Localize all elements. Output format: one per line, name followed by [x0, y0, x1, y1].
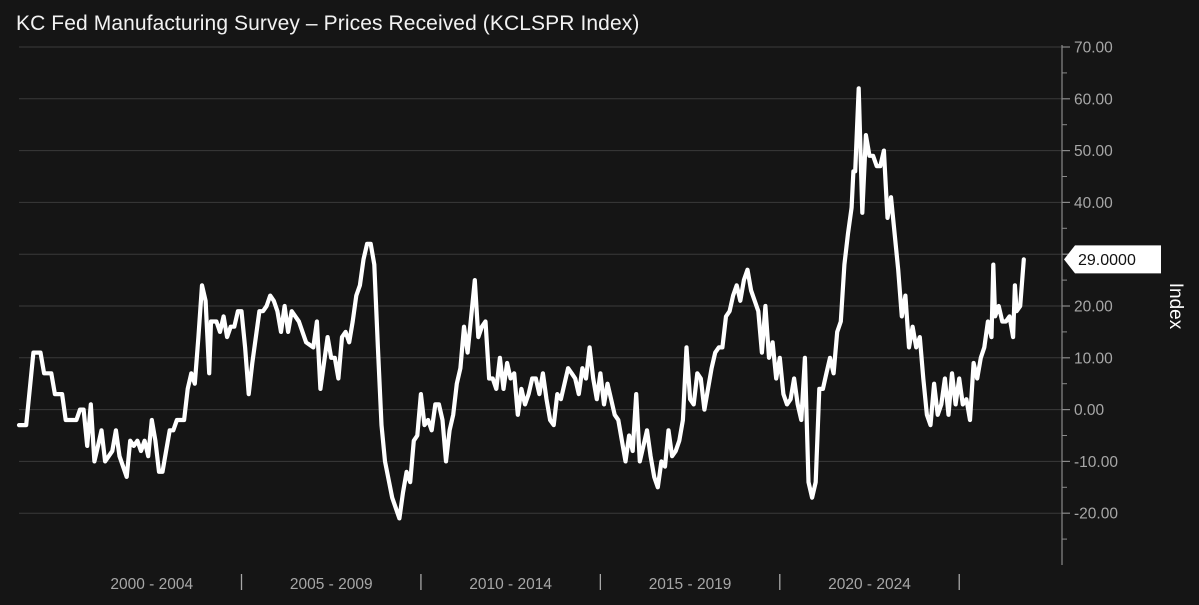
y-tick-label: 20.00: [1074, 299, 1113, 316]
x-tick-label: 2000 - 2004: [110, 576, 193, 593]
axes: [1061, 45, 1070, 565]
y-tick-label: 40.00: [1074, 195, 1113, 212]
y-tick-label: 70.00: [1074, 40, 1113, 57]
y-tick-labels: -20.00-10.000.0010.0020.0030.0040.0050.0…: [1074, 40, 1118, 523]
x-tick-label: 2010 - 2014: [469, 576, 552, 593]
y-tick-label: 50.00: [1074, 143, 1113, 160]
y-tick-label: 10.00: [1074, 350, 1113, 367]
last-value-badge: [1064, 245, 1161, 274]
x-tick-label: 2020 - 2024: [828, 576, 911, 593]
last-value-text: 29.0000: [1078, 252, 1136, 269]
last-value-label: 29.0000: [1064, 245, 1161, 274]
x-tick-labels: 2000 - 2004 2005 - 2009 2010 - 2014 2015 - …: [110, 574, 960, 593]
series-line: [16, 86, 1026, 521]
x-tick-label: 2015 - 2019: [649, 576, 732, 593]
grid-lines: [19, 46, 1062, 514]
x-tick-label: 2005 - 2009: [290, 576, 373, 593]
y-tick-label: 60.00: [1074, 91, 1113, 108]
y-axis-label: Index: [1165, 283, 1186, 330]
series-group: [16, 86, 1026, 521]
chart-title: KC Fed Manufacturing Survey – Prices Rec…: [16, 12, 640, 35]
y-tick-label: -20.00: [1074, 506, 1118, 523]
y-tick-label: -10.00: [1074, 454, 1118, 471]
y-tick-label: 0.00: [1074, 402, 1105, 419]
